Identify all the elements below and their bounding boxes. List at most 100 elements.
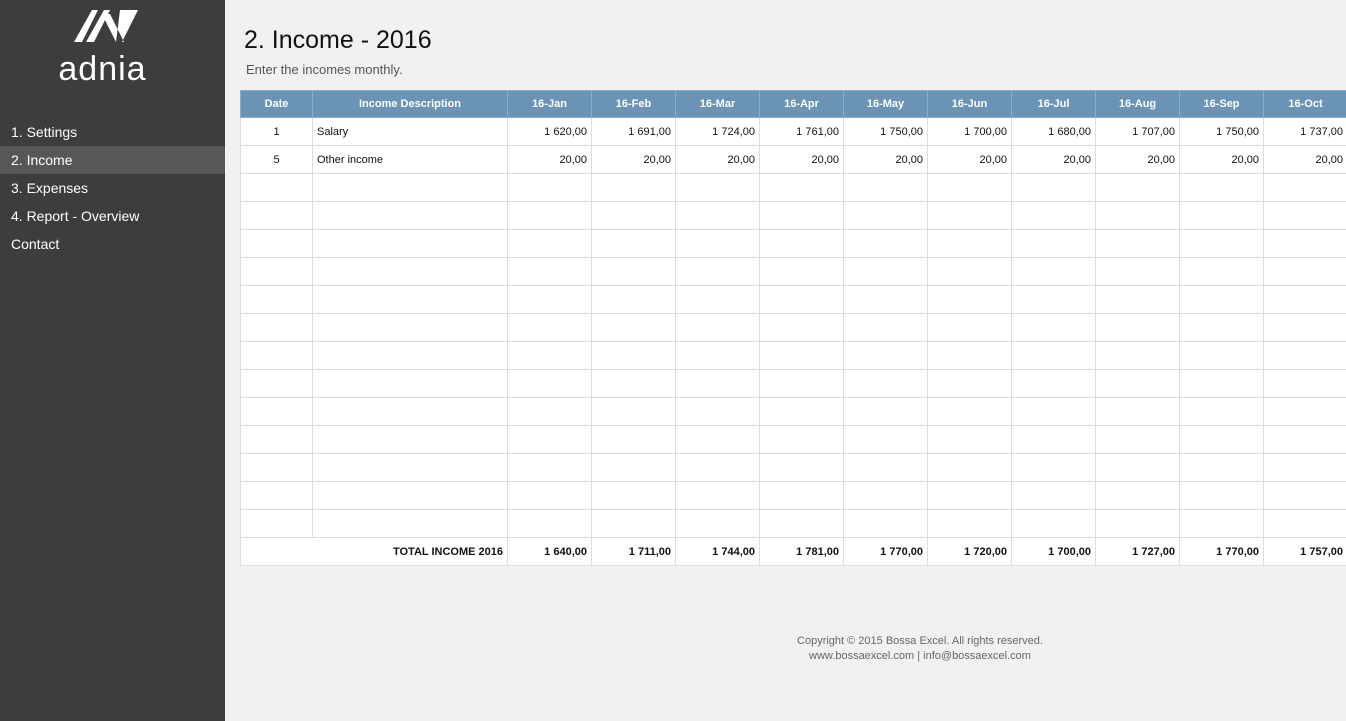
cell[interactable] bbox=[591, 201, 676, 230]
cell[interactable] bbox=[591, 285, 676, 314]
cell[interactable] bbox=[675, 369, 760, 398]
cell[interactable] bbox=[759, 509, 844, 538]
cell[interactable]: 20,00 bbox=[1263, 145, 1346, 174]
cell[interactable] bbox=[843, 453, 928, 482]
cell[interactable] bbox=[1011, 341, 1096, 370]
cell[interactable] bbox=[759, 173, 844, 202]
cell[interactable] bbox=[1179, 229, 1264, 258]
cell[interactable] bbox=[1179, 397, 1264, 426]
cell[interactable]: 20,00 bbox=[591, 145, 676, 174]
cell[interactable] bbox=[312, 369, 508, 398]
cell[interactable]: 1 750,00 bbox=[1179, 117, 1264, 146]
cell[interactable]: 20,00 bbox=[843, 145, 928, 174]
cell[interactable] bbox=[843, 201, 928, 230]
cell[interactable] bbox=[927, 229, 1012, 258]
cell[interactable] bbox=[927, 285, 1012, 314]
cell[interactable] bbox=[1179, 341, 1264, 370]
cell[interactable] bbox=[927, 313, 1012, 342]
cell[interactable] bbox=[312, 481, 508, 510]
cell[interactable]: 1 724,00 bbox=[675, 117, 760, 146]
cell[interactable] bbox=[591, 453, 676, 482]
cell[interactable] bbox=[312, 173, 508, 202]
cell[interactable] bbox=[1011, 453, 1096, 482]
nav-item[interactable]: 2. Income bbox=[0, 146, 225, 174]
cell[interactable]: 1 691,00 bbox=[591, 117, 676, 146]
cell[interactable] bbox=[312, 201, 508, 230]
cell[interactable] bbox=[759, 425, 844, 454]
cell[interactable] bbox=[1263, 369, 1346, 398]
cell[interactable] bbox=[240, 453, 313, 482]
cell[interactable] bbox=[675, 285, 760, 314]
cell[interactable] bbox=[1095, 285, 1180, 314]
cell[interactable] bbox=[759, 285, 844, 314]
cell[interactable] bbox=[843, 369, 928, 398]
cell[interactable] bbox=[675, 453, 760, 482]
cell[interactable] bbox=[1011, 397, 1096, 426]
cell[interactable] bbox=[1095, 425, 1180, 454]
cell[interactable] bbox=[1179, 313, 1264, 342]
cell[interactable] bbox=[507, 481, 592, 510]
cell[interactable]: 1 750,00 bbox=[843, 117, 928, 146]
cell[interactable] bbox=[312, 397, 508, 426]
cell[interactable]: 1 bbox=[240, 117, 313, 146]
cell[interactable] bbox=[843, 481, 928, 510]
cell[interactable] bbox=[675, 425, 760, 454]
cell[interactable] bbox=[759, 313, 844, 342]
cell[interactable] bbox=[927, 397, 1012, 426]
cell[interactable] bbox=[843, 425, 928, 454]
cell[interactable]: 20,00 bbox=[759, 145, 844, 174]
cell[interactable] bbox=[507, 453, 592, 482]
cell[interactable]: 20,00 bbox=[507, 145, 592, 174]
cell[interactable] bbox=[1011, 369, 1096, 398]
cell[interactable] bbox=[1011, 285, 1096, 314]
cell[interactable] bbox=[1095, 229, 1180, 258]
cell[interactable] bbox=[843, 229, 928, 258]
cell[interactable] bbox=[1095, 397, 1180, 426]
cell[interactable] bbox=[240, 229, 313, 258]
cell[interactable] bbox=[1011, 257, 1096, 286]
cell[interactable] bbox=[240, 173, 313, 202]
cell[interactable] bbox=[1095, 173, 1180, 202]
cell[interactable] bbox=[1263, 425, 1346, 454]
cell[interactable] bbox=[507, 509, 592, 538]
cell[interactable]: 1 707,00 bbox=[1095, 117, 1180, 146]
cell[interactable] bbox=[759, 229, 844, 258]
cell[interactable] bbox=[1179, 285, 1264, 314]
nav-item[interactable]: Contact bbox=[11, 236, 60, 252]
cell[interactable] bbox=[591, 313, 676, 342]
cell[interactable] bbox=[312, 313, 508, 342]
cell[interactable] bbox=[1011, 313, 1096, 342]
cell[interactable] bbox=[927, 453, 1012, 482]
cell[interactable] bbox=[591, 425, 676, 454]
cell[interactable] bbox=[675, 313, 760, 342]
cell[interactable] bbox=[1011, 173, 1096, 202]
cell[interactable] bbox=[240, 425, 313, 454]
cell[interactable] bbox=[927, 201, 1012, 230]
cell[interactable] bbox=[1263, 481, 1346, 510]
cell[interactable] bbox=[1263, 229, 1346, 258]
cell[interactable] bbox=[591, 369, 676, 398]
cell[interactable] bbox=[240, 201, 313, 230]
cell[interactable] bbox=[927, 341, 1012, 370]
cell[interactable] bbox=[1263, 201, 1346, 230]
cell[interactable] bbox=[1263, 453, 1346, 482]
cell[interactable] bbox=[1263, 397, 1346, 426]
cell[interactable] bbox=[759, 453, 844, 482]
cell[interactable] bbox=[927, 257, 1012, 286]
cell[interactable] bbox=[1179, 509, 1264, 538]
cell[interactable] bbox=[1179, 257, 1264, 286]
nav-item[interactable]: 4. Report - Overview bbox=[11, 208, 140, 224]
cell[interactable]: 1 680,00 bbox=[1011, 117, 1096, 146]
cell[interactable] bbox=[240, 397, 313, 426]
cell[interactable] bbox=[843, 509, 928, 538]
cell[interactable] bbox=[1095, 481, 1180, 510]
cell[interactable] bbox=[240, 313, 313, 342]
cell[interactable]: 1 700,00 bbox=[927, 117, 1012, 146]
cell[interactable] bbox=[927, 509, 1012, 538]
cell[interactable]: 20,00 bbox=[1095, 145, 1180, 174]
cell[interactable] bbox=[927, 173, 1012, 202]
cell[interactable] bbox=[675, 341, 760, 370]
cell[interactable] bbox=[1095, 313, 1180, 342]
cell[interactable] bbox=[1179, 173, 1264, 202]
cell[interactable] bbox=[507, 285, 592, 314]
